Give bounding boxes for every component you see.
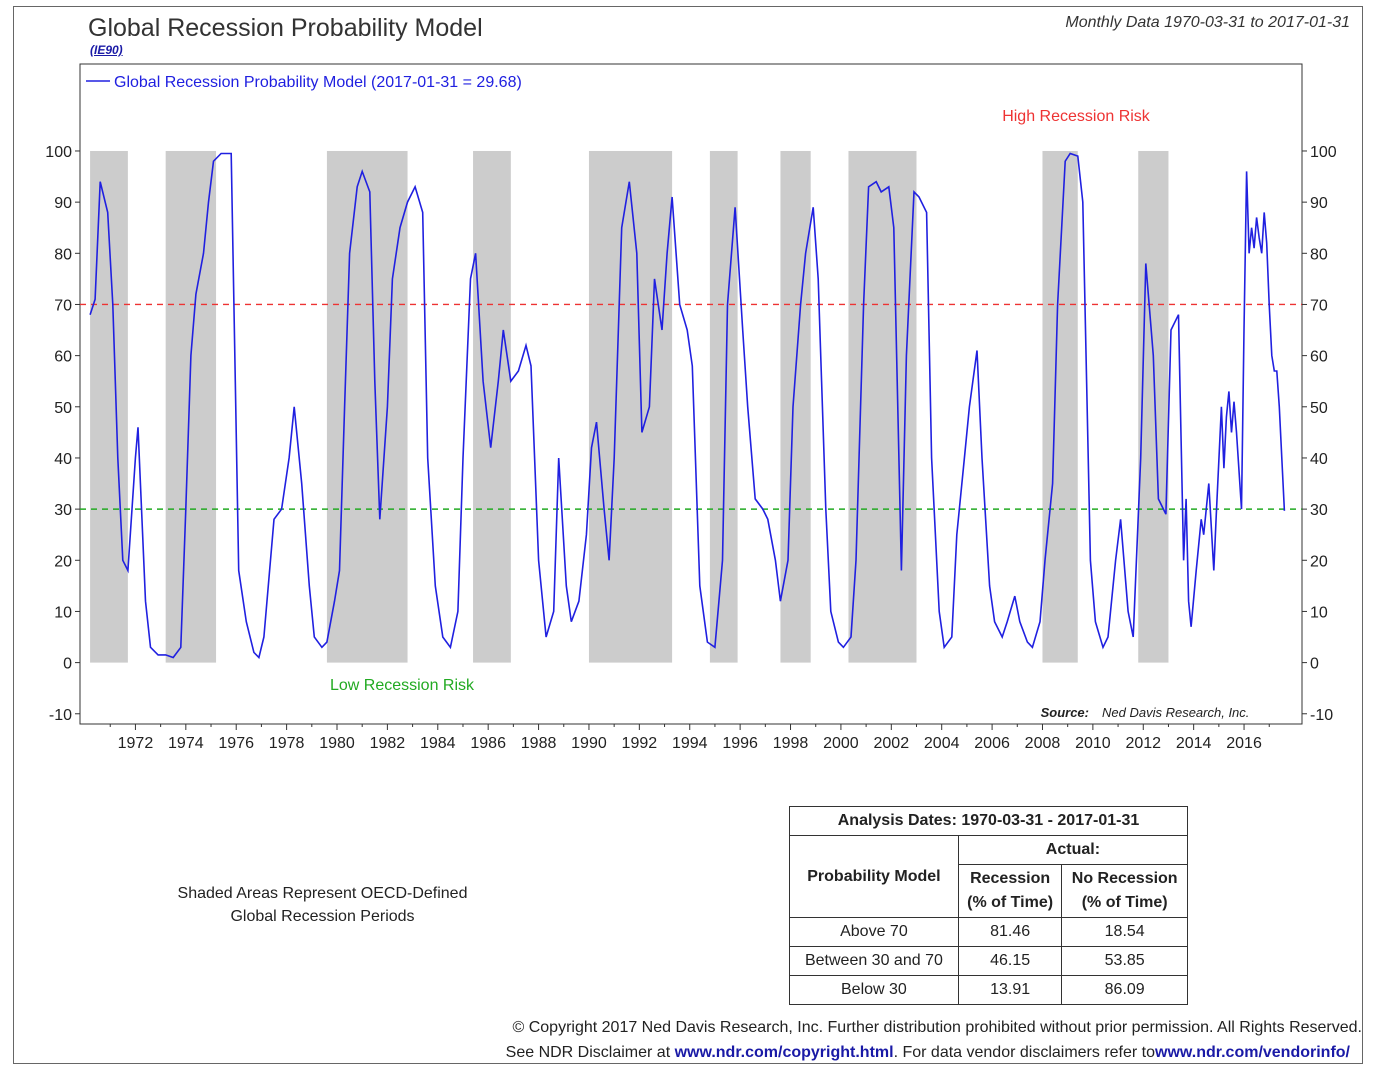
copyright-line: © Copyright 2017 Ned Davis Research, Inc… [512, 1019, 1362, 1036]
x-tick-label: 1978 [269, 735, 305, 752]
y-tick-label: 100 [45, 144, 72, 161]
x-tick-label: 2000 [823, 735, 859, 752]
row-recession: 46.15 [957, 946, 1063, 976]
disclaimer-prefix: See NDR Disclaimer at [505, 1044, 675, 1061]
table-row: Between 30 and 70 46.15 53.85 [789, 946, 1188, 976]
row-recession: 13.91 [957, 975, 1063, 1005]
legend-label: Global Recession Probability Model (2017… [114, 74, 522, 91]
x-tick-label: 2004 [924, 735, 960, 752]
y-tick-label: 100 [1310, 144, 1337, 161]
y-tick-label: 80 [1310, 246, 1328, 263]
y-tick-label: 30 [1310, 502, 1328, 519]
plot-area [79, 63, 1303, 725]
source-label: Source: [1041, 705, 1089, 720]
col-probability-model: Probability Model [789, 835, 959, 918]
x-tick-label: 1996 [722, 735, 758, 752]
x-tick-label: 2012 [1125, 735, 1161, 752]
x-tick-label: 1988 [521, 735, 557, 752]
table-heading: Analysis Dates: 1970-03-31 - 2017-01-31 [789, 806, 1188, 836]
y-tick-label: 70 [1310, 297, 1328, 314]
x-tick-label: 1972 [118, 735, 154, 752]
high-risk-label: High Recession Risk [1002, 108, 1151, 125]
y-tick-label: 90 [1310, 195, 1328, 212]
x-tick-label: 1976 [218, 735, 254, 752]
x-tick-label: 1998 [773, 735, 809, 752]
x-tick-label: 2014 [1176, 735, 1212, 752]
y-tick-label: 10 [1310, 604, 1328, 621]
y-tick-label: 30 [54, 502, 72, 519]
y-tick-label: 0 [1310, 656, 1319, 673]
x-tick-label: 2016 [1226, 735, 1262, 752]
copyright-link[interactable]: www.ndr.com/copyright.html [674, 1044, 894, 1061]
disclaimer-line: See NDR Disclaimer at www.ndr.com/copyri… [506, 1044, 1350, 1062]
model-code[interactable]: (IE90) [90, 43, 123, 57]
x-tick-label: 2008 [1025, 735, 1061, 752]
recession-shade [1042, 150, 1078, 663]
recession-shade [848, 150, 917, 663]
row-recession: 81.46 [957, 917, 1063, 947]
y-tick-label: 0 [63, 656, 72, 673]
col-recession: Recession (% of Time) [957, 864, 1063, 918]
analysis-table: Analysis Dates: 1970-03-31 - 2017-01-31 … [789, 806, 1189, 1005]
footnote-line-1: Shaded Areas Represent OECD-Defined [177, 885, 468, 902]
recession-shade [326, 150, 408, 663]
row-no-recession: 86.09 [1061, 975, 1188, 1005]
y-tick-label: 80 [54, 246, 72, 263]
row-label: Below 30 [789, 975, 959, 1005]
table-row: Above 70 81.46 18.54 [789, 917, 1188, 947]
disclaimer-mid: . For data vendor disclaimers refer to [893, 1044, 1156, 1061]
reference-lines [80, 303, 1302, 510]
x-tick-label: 1974 [168, 735, 204, 752]
x-tick-label: 2006 [974, 735, 1010, 752]
shading-footnote: Shaded Areas Represent OECD-Defined Glob… [150, 882, 495, 928]
x-tick-label: 1990 [571, 735, 607, 752]
row-label: Between 30 and 70 [789, 946, 959, 976]
x-tick-label: 1982 [370, 735, 406, 752]
y-tick-label: 60 [54, 349, 72, 366]
recession-probability-chart: -10 0 10 20 30 40 50 60 70 80 90 100 -10 0 10 20 30 40 50… [45, 63, 1337, 752]
y-tick-label: 60 [1310, 349, 1328, 366]
col-actual: Actual: [957, 835, 1189, 865]
y-tick-label: -10 [1310, 707, 1333, 724]
y-tick-label: 10 [54, 604, 72, 621]
row-no-recession: 53.85 [1061, 946, 1188, 976]
footnote-line-2: Global Recession Periods [230, 908, 415, 925]
y-tick-label: 90 [54, 195, 72, 212]
series-line [89, 152, 1286, 660]
row-no-recession: 18.54 [1061, 917, 1188, 947]
table-row: Below 30 13.91 86.09 [789, 975, 1188, 1005]
vendorinfo-link[interactable]: www.ndr.com/vendorinfo/ [1155, 1044, 1350, 1061]
x-tick-label: 1980 [319, 735, 355, 752]
y-axis-left: -10 0 10 20 30 40 50 60 70 80 90 100 [45, 144, 80, 724]
y-tick-label: 40 [1310, 451, 1328, 468]
x-tick-label: 1986 [470, 735, 506, 752]
x-axis: 1972 1974 1976 1978 1980 1982 1984 1986 1988 1990… [109, 724, 1270, 752]
recession-shade [165, 150, 217, 663]
x-tick-label: 2002 [874, 735, 910, 752]
low-risk-label: Low Recession Risk [330, 677, 475, 694]
x-tick-label: 2010 [1075, 735, 1111, 752]
source-text: Ned Davis Research, Inc. [1102, 705, 1249, 720]
page-title: Global Recession Probability Model [88, 14, 483, 42]
y-axis-right: -10 0 10 20 30 40 50 60 70 80 90 100 [1302, 144, 1337, 724]
x-tick-label: 1984 [420, 735, 456, 752]
y-tick-label: 50 [1310, 400, 1328, 417]
page-frame [13, 6, 1363, 1064]
y-tick-label: 70 [54, 297, 72, 314]
x-tick-label: 1992 [622, 735, 658, 752]
y-tick-label: 40 [54, 451, 72, 468]
recession-shade [1138, 150, 1169, 663]
recession-shading [90, 150, 1169, 663]
y-tick-label: 50 [54, 400, 72, 417]
col-no-recession: No Recession (% of Time) [1061, 864, 1188, 918]
recession-shade [473, 150, 511, 663]
x-tick-label: 1994 [672, 735, 708, 752]
recession-shade [588, 150, 673, 663]
y-tick-label: 20 [1310, 553, 1328, 570]
recession-shade [780, 150, 811, 663]
y-tick-label: 20 [54, 553, 72, 570]
row-label: Above 70 [789, 917, 959, 947]
date-range: Monthly Data 1970-03-31 to 2017-01-31 [1065, 14, 1350, 31]
y-tick-label: -10 [49, 707, 72, 724]
